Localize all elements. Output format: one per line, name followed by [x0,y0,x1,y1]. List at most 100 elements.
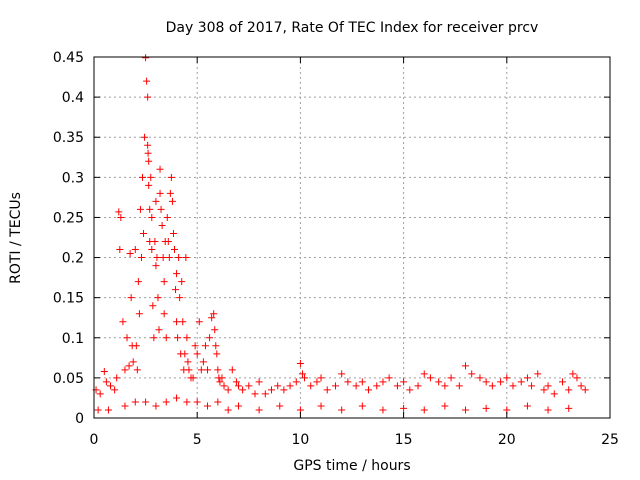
data-point [189,374,197,382]
data-point [119,318,127,326]
data-point [534,370,542,378]
data-point [565,386,573,394]
data-point [145,181,153,189]
data-point [261,390,269,398]
data-point [146,205,154,213]
data-point [127,294,135,302]
data-point [358,378,366,386]
data-point [276,402,284,410]
data-point [379,406,387,414]
data-point [441,382,449,390]
data-point [133,366,141,374]
data-point [147,173,155,181]
data-point [197,366,205,374]
data-point [102,378,110,386]
data-point [292,378,300,386]
y-tick-label: 0.35 [53,130,84,146]
data-point [144,93,152,101]
data-point [184,358,192,366]
data-point [174,334,182,342]
data-point [144,149,152,157]
data-point [169,229,177,237]
data-point [476,374,484,382]
data-point [163,213,171,221]
y-tick-label: 0.15 [53,291,84,307]
data-point [139,173,147,181]
data-point [212,342,220,350]
data-point [488,382,496,390]
data-point [131,398,139,406]
data-point [162,334,170,342]
data-point [577,382,585,390]
data-point [96,390,104,398]
data-point [503,374,511,382]
x-tick-label: 20 [498,432,516,448]
data-point [94,406,102,414]
data-point [523,402,531,410]
axis-ticks [93,56,611,419]
data-point [323,386,331,394]
data-point [167,173,175,181]
data-point [178,278,186,286]
data-point [373,382,381,390]
scatter-points [92,54,589,414]
data-point [317,374,325,382]
data-point [482,378,490,386]
data-point [140,229,148,237]
x-tick-label: 15 [395,432,413,448]
data-point [400,404,408,412]
y-tick-label: 0.4 [62,90,84,106]
data-point [224,386,232,394]
data-point [210,310,218,318]
data-point [179,318,187,326]
data-point [365,386,373,394]
data-point [338,406,346,414]
data-point [509,382,517,390]
plot-frame [93,56,611,419]
data-point [121,402,129,410]
data-point [462,362,470,370]
data-point [142,398,150,406]
data-point [199,358,207,366]
data-point [166,189,174,197]
data-point [185,366,193,374]
data-point [214,366,222,374]
data-point [414,382,422,390]
data-point [317,402,325,410]
data-point [152,197,160,205]
data-point [134,278,142,286]
data-point [358,402,366,410]
data-point [435,378,443,386]
tick-labels: 0 0.05 0.1 0.15 0.2 0.25 0.3 0.35 0.4 0.45 0 5 10 15 2… [53,50,619,448]
data-point [220,382,228,390]
data-point [193,398,201,406]
data-point [211,326,219,334]
data-point [193,350,201,358]
data-point [228,366,236,374]
data-point [559,378,567,386]
data-point [468,370,476,378]
data-point [173,318,181,326]
data-point [420,406,428,414]
data-point [338,370,346,378]
data-point [255,378,263,386]
data-point [162,398,170,406]
data-point [156,189,164,197]
y-tick-label: 0.05 [53,371,84,387]
data-point [441,402,449,410]
data-point [482,404,490,412]
data-point [214,398,222,406]
data-point [148,213,156,221]
x-tick-label: 0 [90,432,99,448]
data-point [160,310,168,318]
data-point [156,165,164,173]
data-point [307,382,315,390]
data-point [195,318,203,326]
data-point [143,77,151,85]
data-point [191,342,199,350]
data-point [344,378,352,386]
data-point [497,378,505,386]
data-point [550,390,558,398]
